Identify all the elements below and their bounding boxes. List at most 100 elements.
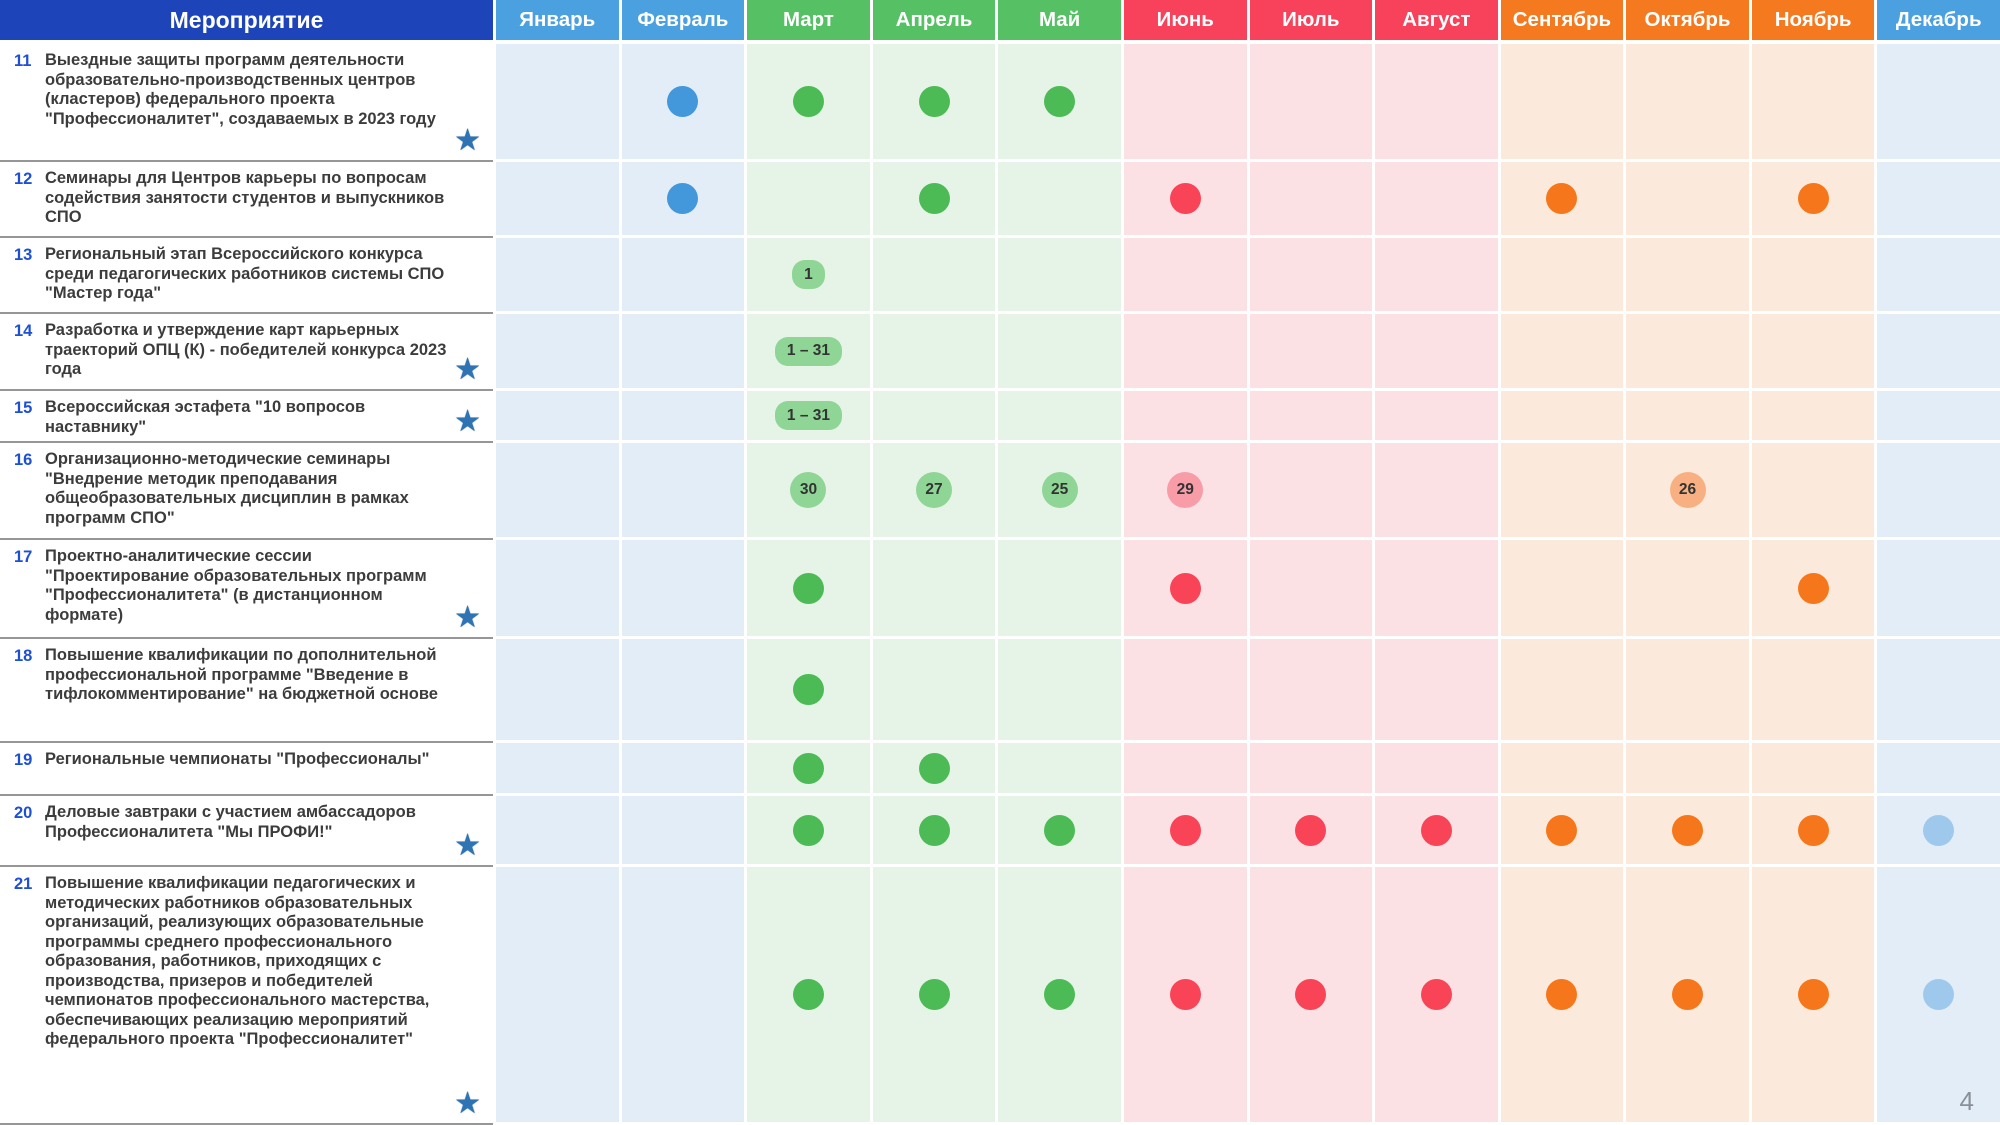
cell-17-март	[747, 540, 870, 639]
cell-14-май	[998, 314, 1121, 391]
date-badge: 29	[1167, 472, 1204, 508]
event-title: Деловые завтраки с участием амбассадоров…	[45, 803, 416, 841]
cell-18-май	[998, 639, 1121, 743]
red-dot-marker	[1169, 572, 1201, 604]
cell-21-февраль	[621, 867, 745, 1125]
green-dot-marker	[792, 752, 824, 784]
event-row-16: 16 Организационно-методические семинары "…	[0, 443, 2000, 540]
event-cell-13: 13 Региональный этап Всероссийского конку…	[0, 238, 493, 314]
cell-17-апрель	[872, 540, 996, 639]
cell-18-январь	[496, 639, 619, 743]
cell-16-март: 30	[747, 443, 870, 540]
cell-21-апрель	[872, 867, 996, 1125]
cell-11-март	[747, 44, 870, 162]
event-row-12: 12 Семинары для Центров карьеры по вопрос…	[0, 162, 2000, 238]
cell-17-август	[1375, 540, 1498, 639]
event-row-13: 13 Региональный этап Всероссийского конку…	[0, 238, 2000, 314]
cell-16-май: 25	[998, 443, 1121, 540]
cell-20-май	[998, 796, 1121, 867]
cell-15-январь	[496, 391, 619, 443]
red-dot-marker	[1295, 814, 1327, 846]
cell-16-февраль	[621, 443, 745, 540]
month-header-6: Июнь	[1123, 0, 1247, 40]
cell-14-ноябрь	[1751, 314, 1875, 391]
date-badge: 30	[790, 472, 827, 508]
cell-17-октябрь	[1626, 540, 1749, 639]
cell-13-октябрь	[1626, 238, 1749, 314]
cell-21-декабрь	[1877, 867, 2000, 1125]
cell-17-май	[998, 540, 1121, 639]
date-badge: 27	[916, 472, 953, 508]
star-icon: ★	[454, 1087, 481, 1120]
date-badge: 25	[1041, 472, 1078, 508]
cell-12-май	[998, 162, 1121, 238]
star-icon: ★	[454, 353, 481, 386]
event-number: 21	[14, 875, 33, 893]
green-dot-marker	[918, 979, 950, 1010]
event-row-17: 17 Проектно-аналитические сессии "Проекти…	[0, 540, 2000, 639]
cell-14-июнь	[1123, 314, 1247, 391]
cell-20-январь	[496, 796, 619, 867]
cell-12-декабрь	[1877, 162, 2000, 238]
orange-dot-marker	[1797, 979, 1829, 1010]
cell-11-июль	[1249, 44, 1373, 162]
cell-15-март: 1 – 31	[747, 391, 870, 443]
cell-19-июнь	[1123, 743, 1247, 796]
cell-19-август	[1375, 743, 1498, 796]
cell-15-декабрь	[1877, 391, 2000, 443]
event-title: Повышение квалификации по дополнительной…	[45, 646, 438, 703]
cell-12-октябрь	[1626, 162, 1749, 238]
event-number: 14	[14, 322, 33, 340]
cell-16-ноябрь	[1751, 443, 1875, 540]
cell-14-март: 1 – 31	[747, 314, 870, 391]
orange-dot-marker	[1546, 183, 1578, 214]
cell-16-сентябрь	[1500, 443, 1624, 540]
cell-12-ноябрь	[1751, 162, 1875, 238]
cell-21-июнь	[1123, 867, 1247, 1125]
green-dot-marker	[1044, 86, 1076, 117]
cell-16-октябрь: 26	[1626, 443, 1749, 540]
cell-16-апрель: 27	[872, 443, 996, 540]
cell-17-июль	[1249, 540, 1373, 639]
page-number: 4	[1959, 1086, 1974, 1116]
cell-19-март	[747, 743, 870, 796]
green-dot-marker	[1044, 814, 1076, 846]
cell-19-апрель	[872, 743, 996, 796]
event-cell-16: 16 Организационно-методические семинары "…	[0, 443, 493, 540]
cell-21-март	[747, 867, 870, 1125]
cell-11-сентябрь	[1500, 44, 1624, 162]
cell-14-апрель	[872, 314, 996, 391]
green-dot-marker	[792, 572, 824, 604]
cell-11-ноябрь	[1751, 44, 1875, 162]
cell-18-ноябрь	[1751, 639, 1875, 743]
orange-dot-marker	[1672, 814, 1704, 846]
cell-16-август	[1375, 443, 1498, 540]
event-number: 15	[14, 399, 33, 417]
event-column-header: Мероприятие	[0, 0, 493, 40]
cell-18-март	[747, 639, 870, 743]
cell-11-июнь	[1123, 44, 1247, 162]
event-title: Выездные защиты программ деятельности об…	[45, 51, 436, 128]
event-title: Региональный этап Всероссийского конкурс…	[45, 245, 445, 302]
event-number: 16	[14, 451, 33, 469]
cell-11-май	[998, 44, 1121, 162]
event-cell-15: 15 Всероссийская эстафета "10 вопросов на…	[0, 391, 493, 443]
event-row-19: 19 Региональные чемпионаты "Профессионалы…	[0, 743, 2000, 796]
event-row-20: 20 Деловые завтраки с участием амбассадор…	[0, 796, 2000, 867]
cell-12-сентябрь	[1500, 162, 1624, 238]
cell-15-ноябрь	[1751, 391, 1875, 443]
event-cell-11: 11 Выездные защиты программ деятельности …	[0, 44, 493, 162]
event-title: Организационно-методические семинары "Вн…	[45, 450, 409, 527]
green-dot-marker	[918, 752, 950, 784]
cell-13-июнь	[1123, 238, 1247, 314]
month-header-8: Август	[1375, 0, 1498, 40]
cell-17-июнь	[1123, 540, 1247, 639]
cell-11-декабрь	[1877, 44, 2000, 162]
lightblue-dot-marker	[1923, 814, 1955, 846]
orange-dot-marker	[1672, 979, 1704, 1010]
cell-20-октябрь	[1626, 796, 1749, 867]
event-number: 19	[14, 751, 33, 769]
cell-16-июль	[1249, 443, 1373, 540]
month-header-10: Октябрь	[1626, 0, 1749, 40]
cell-11-август	[1375, 44, 1498, 162]
